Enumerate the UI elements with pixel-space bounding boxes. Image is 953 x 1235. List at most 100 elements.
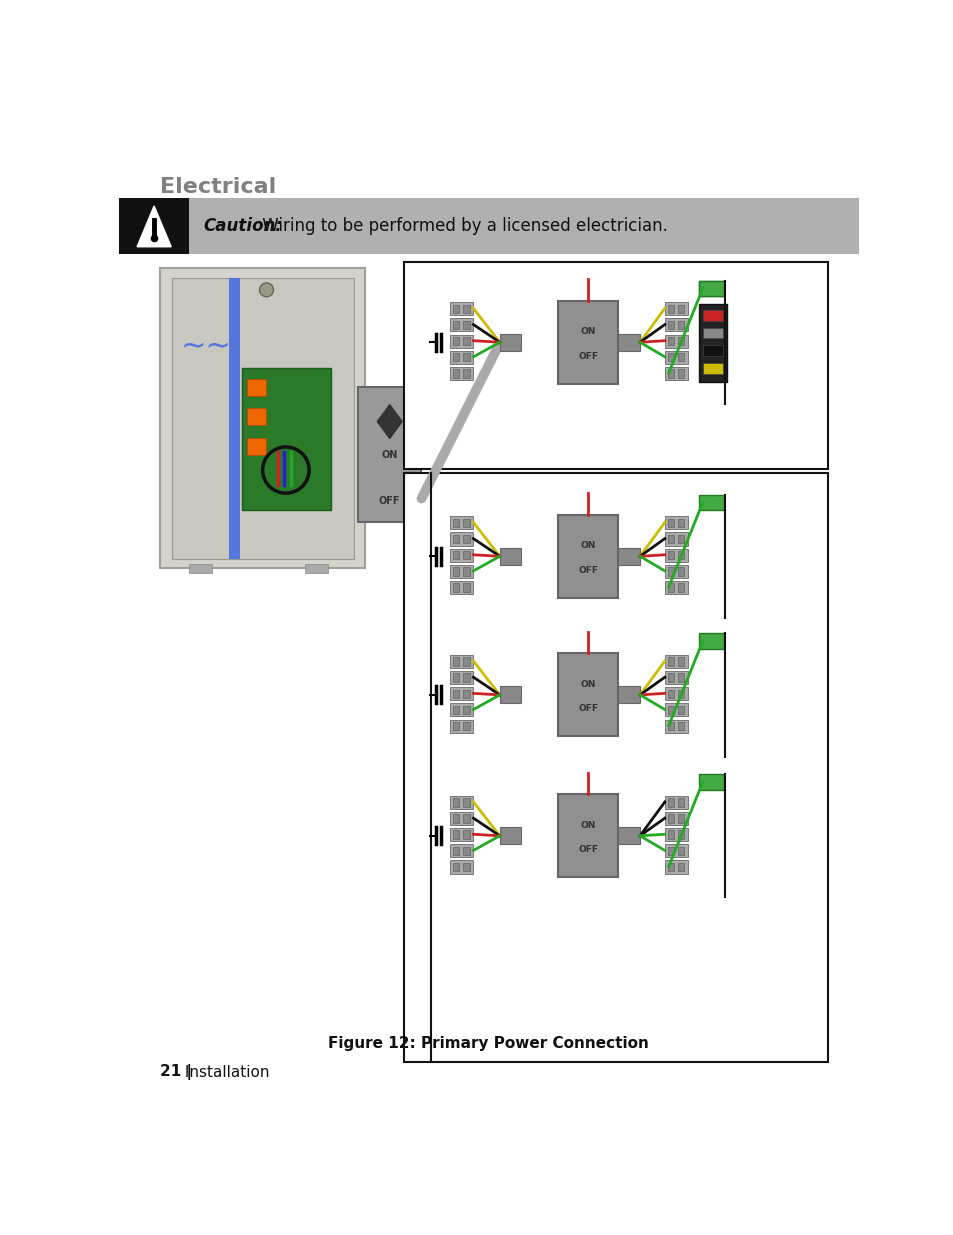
Bar bbox=[450, 845, 473, 857]
Bar bbox=[453, 321, 459, 330]
Text: Figure 12: Primary Power Connection: Figure 12: Primary Power Connection bbox=[328, 1036, 649, 1051]
Bar bbox=[463, 583, 469, 592]
Bar bbox=[241, 368, 331, 510]
Bar bbox=[453, 551, 459, 559]
Text: 21 |: 21 | bbox=[159, 1065, 192, 1081]
Bar bbox=[453, 519, 459, 527]
Bar bbox=[664, 564, 687, 578]
Bar bbox=[463, 305, 469, 312]
Bar bbox=[453, 567, 459, 576]
Bar bbox=[450, 861, 473, 873]
Bar bbox=[667, 673, 674, 682]
Bar bbox=[678, 551, 683, 559]
Bar bbox=[463, 846, 469, 855]
Bar bbox=[667, 814, 674, 823]
Bar bbox=[463, 705, 469, 714]
Bar bbox=[453, 846, 459, 855]
Bar bbox=[463, 535, 469, 543]
Bar bbox=[678, 863, 683, 871]
Bar bbox=[618, 827, 639, 845]
Bar bbox=[247, 409, 266, 425]
Bar bbox=[678, 321, 683, 330]
Text: Caution:: Caution: bbox=[203, 217, 282, 235]
Bar bbox=[403, 262, 827, 468]
Bar bbox=[450, 580, 473, 594]
Bar bbox=[247, 437, 266, 454]
Bar bbox=[450, 351, 473, 364]
Bar bbox=[667, 863, 674, 871]
Bar bbox=[453, 673, 459, 682]
Text: ON: ON bbox=[579, 820, 596, 830]
Polygon shape bbox=[137, 206, 171, 247]
Bar bbox=[667, 721, 674, 730]
Bar bbox=[664, 303, 687, 315]
Bar bbox=[664, 319, 687, 331]
Bar bbox=[453, 657, 459, 666]
Circle shape bbox=[259, 283, 274, 296]
Bar bbox=[678, 846, 683, 855]
Bar bbox=[702, 310, 722, 321]
Bar bbox=[450, 516, 473, 530]
Bar bbox=[450, 548, 473, 562]
Bar bbox=[678, 657, 683, 666]
Text: OFF: OFF bbox=[378, 496, 400, 506]
Bar bbox=[667, 830, 674, 839]
Bar bbox=[463, 567, 469, 576]
Bar bbox=[664, 861, 687, 873]
Bar bbox=[159, 268, 365, 568]
Bar bbox=[247, 379, 266, 396]
Bar bbox=[667, 305, 674, 312]
Bar bbox=[664, 532, 687, 546]
Bar bbox=[667, 846, 674, 855]
Bar bbox=[453, 305, 459, 312]
Bar bbox=[499, 548, 521, 564]
Bar bbox=[678, 519, 683, 527]
Bar bbox=[463, 830, 469, 839]
Bar bbox=[702, 363, 722, 374]
Bar bbox=[463, 798, 469, 806]
Bar bbox=[453, 353, 459, 362]
Bar bbox=[450, 811, 473, 825]
Bar bbox=[678, 721, 683, 730]
Bar bbox=[453, 721, 459, 730]
Bar bbox=[558, 794, 618, 877]
Text: Wiring to be performed by a licensed electrician.: Wiring to be performed by a licensed ele… bbox=[257, 217, 667, 235]
Bar bbox=[558, 515, 618, 598]
Bar bbox=[450, 687, 473, 700]
Bar bbox=[678, 689, 683, 698]
Bar bbox=[450, 367, 473, 380]
Bar bbox=[699, 774, 723, 789]
Bar bbox=[229, 278, 240, 558]
Bar bbox=[667, 567, 674, 576]
Bar bbox=[450, 319, 473, 331]
Bar bbox=[453, 814, 459, 823]
Bar bbox=[664, 580, 687, 594]
Bar bbox=[664, 516, 687, 530]
Bar bbox=[499, 333, 521, 351]
Bar bbox=[664, 704, 687, 716]
Bar bbox=[305, 564, 328, 573]
Bar bbox=[119, 199, 858, 253]
Bar bbox=[667, 583, 674, 592]
Bar bbox=[678, 814, 683, 823]
Bar bbox=[463, 673, 469, 682]
Bar bbox=[453, 830, 459, 839]
Bar bbox=[463, 321, 469, 330]
Text: ∼∼: ∼∼ bbox=[180, 332, 232, 362]
Bar bbox=[678, 305, 683, 312]
Bar bbox=[678, 830, 683, 839]
Bar bbox=[450, 335, 473, 347]
Bar bbox=[450, 720, 473, 732]
Bar bbox=[450, 655, 473, 668]
Bar bbox=[453, 337, 459, 346]
Text: OFF: OFF bbox=[578, 845, 598, 855]
Bar bbox=[667, 353, 674, 362]
Text: OFF: OFF bbox=[578, 566, 598, 574]
Bar bbox=[678, 705, 683, 714]
Bar bbox=[499, 687, 521, 704]
Bar bbox=[453, 369, 459, 378]
Bar bbox=[678, 369, 683, 378]
Bar bbox=[664, 655, 687, 668]
Bar bbox=[667, 535, 674, 543]
Bar bbox=[664, 335, 687, 347]
